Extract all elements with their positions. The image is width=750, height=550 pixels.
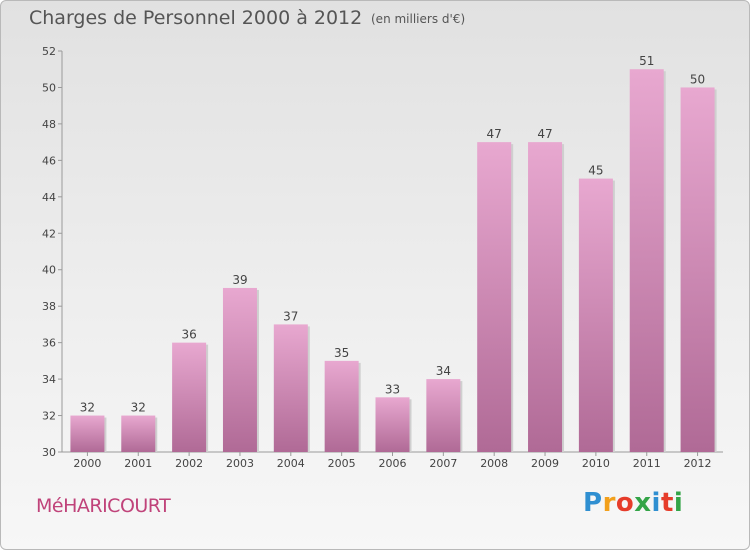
data-label: 45 [588, 164, 603, 178]
chart-title: Charges de Personnel 2000 à 2012 [29, 7, 363, 29]
chart-labels: 2000 32 2001 32 2002 36 2003 39 2004 37 2005 35 2006… [73, 54, 711, 470]
bar [528, 142, 563, 453]
bar [680, 87, 715, 453]
y-tick-label: 30 [42, 446, 56, 459]
y-tick-label: 46 [42, 154, 56, 167]
chart-subtitle: (en milliers d'€) [371, 12, 466, 26]
bar [172, 342, 207, 452]
data-label: 32 [131, 401, 146, 415]
data-label: 33 [385, 382, 400, 396]
y-tick-label: 42 [42, 227, 56, 240]
bar [324, 360, 359, 452]
data-label: 34 [436, 364, 451, 378]
y-tick-label: 34 [42, 373, 56, 386]
data-label: 50 [690, 72, 705, 86]
x-tick-label: 2006 [379, 457, 407, 470]
y-tick-label: 48 [42, 118, 56, 131]
data-label: 35 [334, 346, 349, 360]
x-tick-label: 2001 [124, 457, 152, 470]
data-label: 39 [232, 273, 247, 287]
bar [426, 379, 461, 452]
x-tick-label: 2007 [429, 457, 457, 470]
data-label: 37 [283, 309, 298, 323]
x-tick-label: 2003 [226, 457, 254, 470]
data-label: 36 [181, 328, 196, 342]
x-tick-label: 2011 [633, 457, 661, 470]
y-tick-label: 32 [42, 410, 56, 423]
x-tick-label: 2002 [175, 457, 203, 470]
bar [222, 287, 257, 452]
x-tick-label: 2005 [328, 457, 356, 470]
y-tick-label: 38 [42, 300, 56, 313]
y-tick-label: 50 [42, 81, 56, 94]
x-tick-label: 2009 [531, 457, 559, 470]
bar [477, 142, 512, 453]
data-label: 32 [80, 401, 95, 415]
x-tick-label: 2008 [480, 457, 508, 470]
bar [273, 324, 308, 452]
chart-bars [70, 69, 717, 453]
bar [578, 178, 613, 452]
data-label: 51 [639, 54, 654, 68]
x-tick-label: 2004 [277, 457, 305, 470]
data-label: 47 [537, 127, 552, 141]
bar [121, 415, 156, 452]
bar [375, 397, 410, 452]
y-tick-label: 36 [42, 337, 56, 350]
x-tick-label: 2000 [73, 457, 101, 470]
data-label: 47 [487, 127, 502, 141]
bar [70, 415, 105, 452]
commune-name: MéHARICOURT [36, 495, 171, 517]
y-tick-label: 40 [42, 264, 56, 277]
y-tick-label: 44 [42, 191, 56, 204]
y-tick-label: 52 [42, 45, 56, 58]
chart-axes: 30 32 34 36 38 40 42 44 46 48 50 52 [42, 45, 723, 459]
bar [629, 69, 664, 453]
x-tick-label: 2012 [684, 457, 712, 470]
proxiti-logo[interactable]: Proxiti [583, 488, 684, 518]
x-tick-label: 2010 [582, 457, 610, 470]
